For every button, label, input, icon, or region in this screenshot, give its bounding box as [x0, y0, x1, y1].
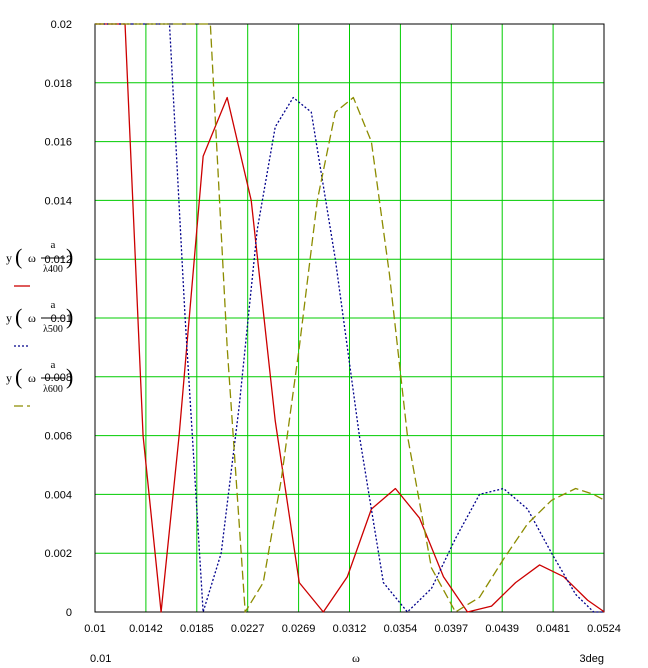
series-line-3 [95, 23, 605, 613]
plot-area-frame [94, 23, 605, 613]
x-range-right-label: 3deg [580, 653, 604, 665]
legend-open-paren: ( [15, 364, 22, 389]
y-tick-label: 0.016 [44, 137, 72, 149]
tick-labels: 0.01 0.0142 0.0185 0.0227 0.0269 0.0312 0.0354… [44, 19, 620, 635]
x-tick-label: 0.01 [84, 623, 105, 635]
legend-numerator: a [51, 299, 56, 311]
x-tick-label: 0.0185 [180, 623, 214, 635]
y-tick-label: 0.004 [44, 489, 72, 501]
legend-close-paren: ) [66, 304, 73, 329]
legend-argument: ω [28, 371, 36, 385]
legend-argument: ω [28, 311, 36, 325]
series-group [95, 23, 605, 613]
legend-entry-1: y( ω a λ400) [6, 239, 73, 287]
x-tick-label: 0.0269 [282, 623, 316, 635]
legend-function-name: y [6, 251, 12, 265]
legend-open-paren: ( [15, 304, 22, 329]
y-tick-label: 0.014 [44, 195, 72, 207]
y-tick-label: 0.02 [51, 19, 72, 31]
series-line-1 [95, 23, 605, 613]
legend-close-paren: ) [66, 364, 73, 389]
legend-denominator: λ500 [43, 324, 63, 335]
legend-numerator: a [51, 239, 56, 251]
x-tick-label: 0.0354 [384, 623, 418, 635]
x-tick-label: 0.0312 [333, 623, 367, 635]
x-tick-label: 0.0439 [485, 623, 519, 635]
y-tick-label: 0 [66, 607, 72, 619]
legend-open-paren: ( [15, 244, 22, 269]
y-tick-label: 0.006 [44, 431, 72, 443]
y-tick-label: 0.018 [44, 78, 72, 90]
x-tick-label: 0.0142 [129, 623, 163, 635]
legend-entry-3: y( ω a λ600) [6, 359, 73, 407]
x-tick-label: 0.0481 [536, 623, 570, 635]
y-tick-label: 0.002 [44, 548, 72, 560]
x-tick-label: 0.0397 [434, 623, 468, 635]
x-axis-label: ω [352, 651, 360, 665]
legend-function-name: y [6, 311, 12, 325]
y-tick-label: 0.01 [51, 313, 72, 325]
y-tick-label: 0.012 [44, 254, 72, 266]
legend-argument: ω [28, 251, 36, 265]
legend-entry-2: y( ω a λ500) [6, 299, 73, 347]
series-line-2 [95, 23, 605, 613]
x-range-left-label: 0.01 [90, 653, 111, 665]
x-tick-label: 0.0524 [587, 623, 621, 635]
x-tick-label: 0.0227 [231, 623, 265, 635]
legend-numerator: a [51, 359, 56, 371]
legend-denominator: λ600 [43, 384, 63, 395]
legend-function-name: y [6, 371, 12, 385]
legend-denominator: λ400 [43, 264, 63, 275]
legend-close-paren: ) [66, 244, 73, 269]
grid [94, 23, 605, 613]
